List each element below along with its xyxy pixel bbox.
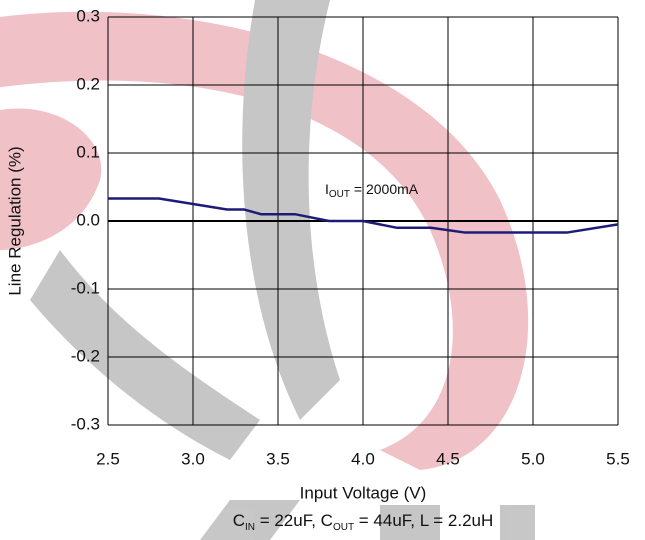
y-tick-label: -0.3 (71, 414, 100, 433)
x-tick-label: 3.0 (181, 449, 205, 468)
x-tick-label: 2.5 (96, 449, 120, 468)
x-axis-label: Input Voltage (V) (300, 483, 427, 502)
y-tick-label: 0.0 (76, 210, 100, 229)
caption-text: = 44uF, L = 2.2uH (354, 511, 493, 530)
y-tick-label: 0.3 (76, 6, 100, 25)
y-tick-label: 0.2 (76, 74, 100, 93)
annotation: IOUT = 2000mA (325, 181, 419, 200)
x-tick-label: 3.5 (266, 449, 290, 468)
caption-text: = 22uF, C (255, 511, 333, 530)
annotation-text: = 2000mA (350, 181, 419, 197)
y-tick-label: -0.2 (71, 346, 100, 365)
caption-sub: IN (245, 522, 255, 533)
watermark (0, 0, 535, 540)
series-line (108, 197, 619, 234)
y-axis-label: Line Regulation (%) (5, 146, 24, 295)
y-tick-label: 0.1 (76, 142, 100, 161)
caption-text: C (233, 511, 245, 530)
caption-sub: OUT (333, 522, 354, 533)
annotation-sub: OUT (329, 189, 350, 200)
y-tick-label: -0.1 (71, 278, 100, 297)
annotation-text: I (325, 181, 329, 197)
caption: CIN = 22uF, COUT = 44uF, L = 2.2uH (233, 511, 494, 532)
x-tick-label: 4.0 (351, 449, 375, 468)
x-tick-label: 4.5 (436, 449, 460, 468)
x-tick-label: 5.5 (606, 449, 630, 468)
x-tick-label: 5.0 (521, 449, 545, 468)
plot-area (107, 16, 619, 426)
